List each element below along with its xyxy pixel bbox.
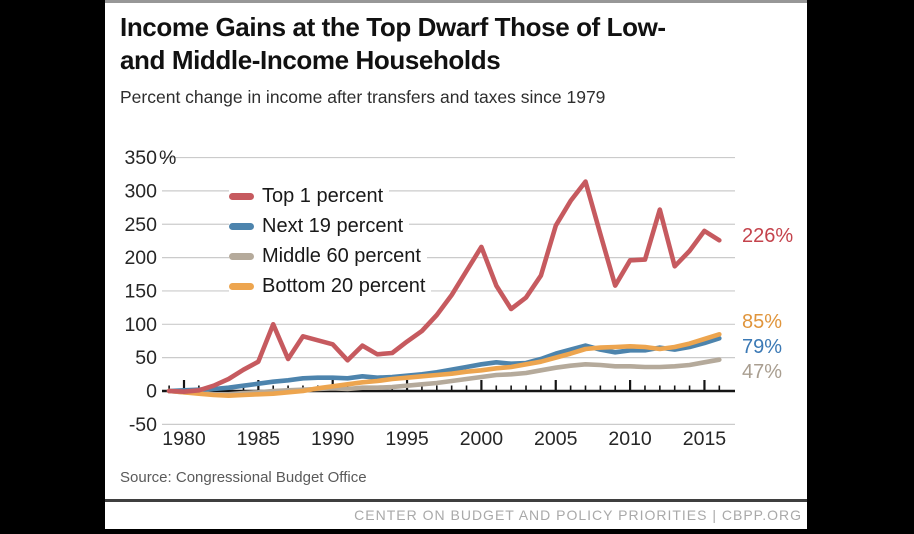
legend-label: Next 19 percent [262, 214, 404, 237]
end-value-label-top-1-percent: 226% [742, 225, 794, 247]
legend-label: Middle 60 percent [262, 244, 421, 267]
end-value-label-next-19-percent: 79% [742, 336, 783, 358]
chart-card: Income Gains at the Top Dwarf Those of L… [105, 0, 807, 529]
legend-swatch-icon [229, 282, 254, 290]
y-axis-tick-label: 250 [124, 214, 157, 236]
x-axis-tick-label: 1985 [237, 428, 281, 450]
chart-subtitle: Percent change in income after transfers… [120, 87, 606, 107]
chart-title-line-2: and Middle-Income Households [120, 45, 501, 75]
legend-swatch-icon [229, 252, 254, 260]
footer-branding: CENTER ON BUDGET AND POLICY PRIORITIES |… [354, 507, 802, 523]
series-line-top-1-percent [166, 179, 722, 395]
y-axis-tick-label: 100 [124, 314, 157, 336]
y-axis-tick-label: 50 [135, 347, 157, 369]
chart-title: Income Gains at the Top Dwarf Those of L… [120, 11, 796, 77]
x-axis-tick-label: 2005 [534, 428, 578, 450]
source-note: Source: Congressional Budget Office [120, 469, 367, 486]
legend-item-top-1-percent: Top 1 percent [229, 183, 390, 209]
series-line-bottom-20-percent [166, 331, 722, 399]
y-axis-unit-label: % [159, 147, 176, 169]
end-value-label-middle-60-percent: 47% [742, 361, 783, 383]
y-axis-tick-label: 300 [124, 180, 157, 202]
y-axis-tick-label: -50 [129, 414, 157, 436]
divider [105, 499, 807, 502]
y-axis-tick-label: 200 [124, 247, 157, 269]
x-axis-tick-label: 1995 [385, 428, 429, 450]
line-chart: 350% 300 250 200 150 100 50 0 -50 1980 1985 1990 199… [105, 3, 807, 532]
x-axis-tick-label: 1990 [311, 428, 355, 450]
y-axis-tick-label: 350 [124, 147, 157, 169]
y-axis-tick-label: 0 [146, 381, 157, 403]
legend-item-middle-60-percent: Middle 60 percent [229, 243, 427, 269]
x-axis-tick-label: 2015 [683, 428, 727, 450]
legend-item-next-19-percent: Next 19 percent [229, 213, 410, 239]
legend-swatch-icon [229, 192, 254, 200]
legend-item-bottom-20-percent: Bottom 20 percent [229, 273, 432, 299]
end-value-label-bottom-20-percent: 85% [742, 311, 783, 333]
chart-title-line-1: Income Gains at the Top Dwarf Those of L… [120, 12, 666, 42]
x-axis-tick-label: 1980 [162, 428, 206, 450]
legend-swatch-icon [229, 222, 254, 230]
series-line-next-19-percent [166, 335, 722, 394]
legend-label: Top 1 percent [262, 184, 384, 207]
legend-label: Bottom 20 percent [262, 274, 426, 297]
y-axis-tick-label: 150 [124, 280, 157, 302]
x-axis-tick-label: 2010 [608, 428, 652, 450]
x-axis-tick-label: 2000 [460, 428, 504, 450]
